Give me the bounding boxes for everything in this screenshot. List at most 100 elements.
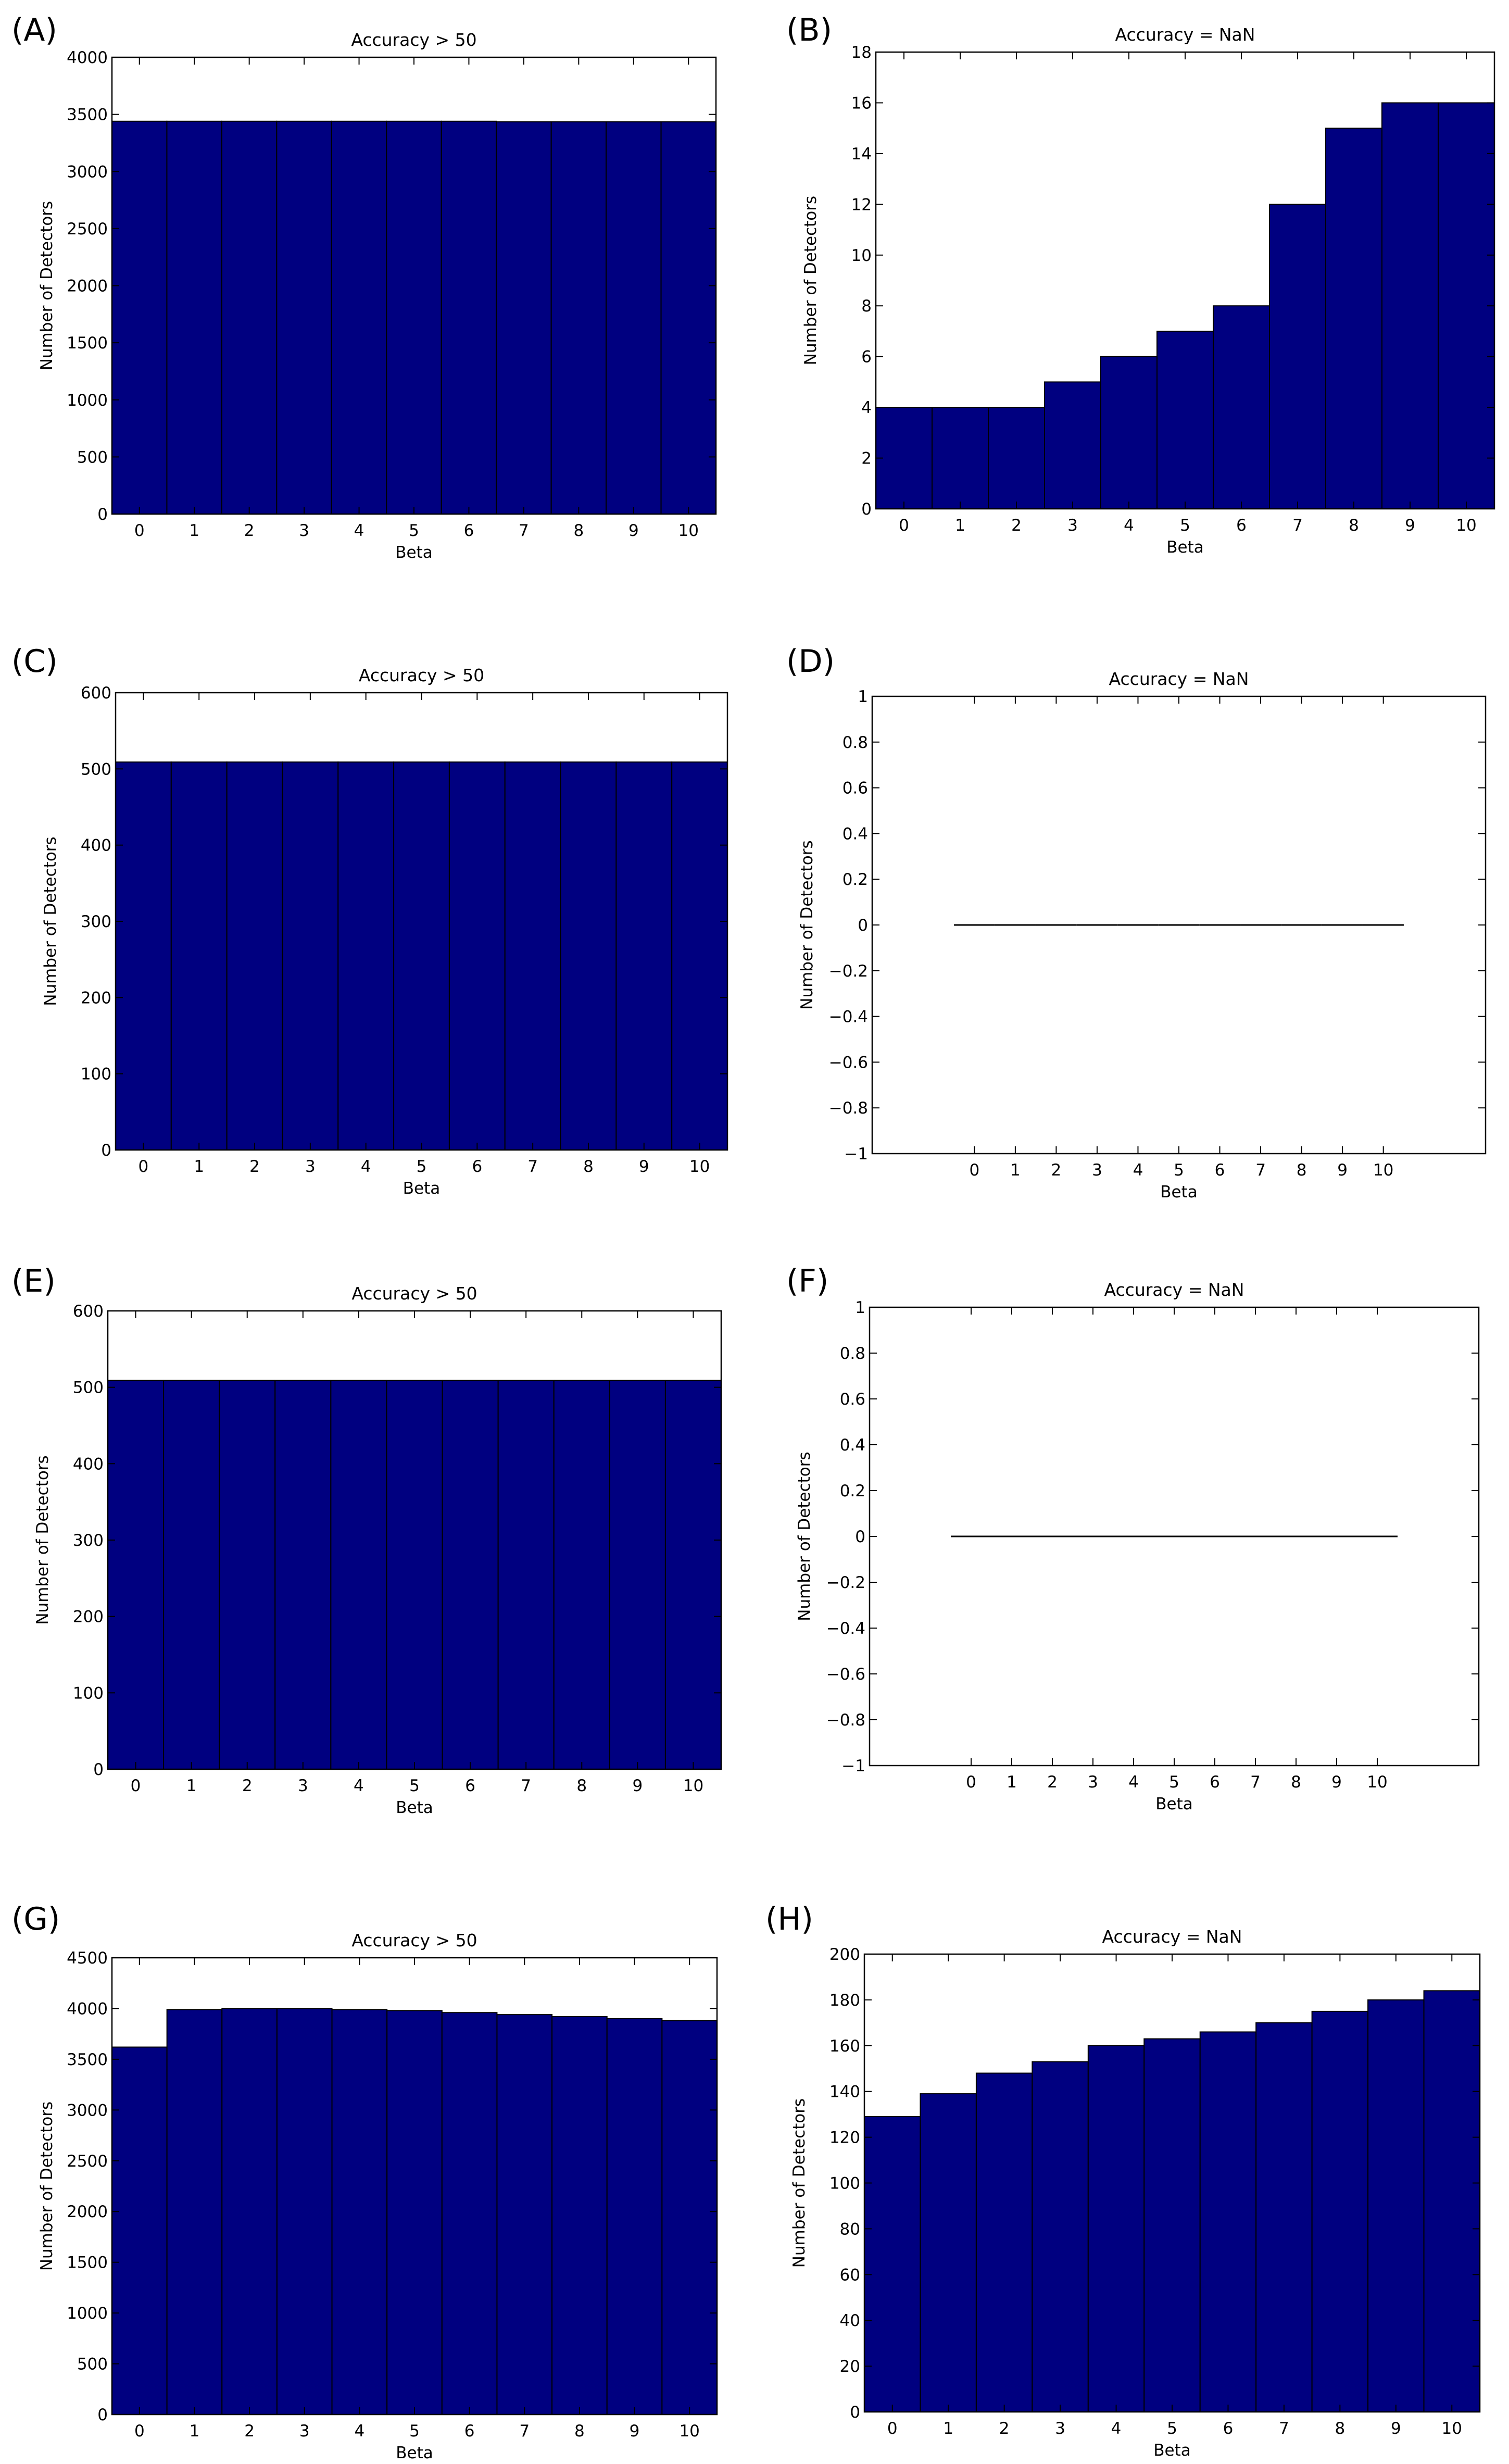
x-tick-label: 10 — [689, 1157, 710, 1176]
x-tick-label: 5 — [409, 1777, 420, 1795]
y-tick-label: 0 — [97, 2406, 108, 2424]
x-tick-label: 10 — [1456, 516, 1476, 535]
x-tick-label: 8 — [1297, 1161, 1307, 1180]
y-tick-label: 3500 — [67, 2050, 108, 2069]
x-tick-label: 2 — [999, 2419, 1010, 2438]
chart-title: Accuracy > 50 — [351, 1283, 477, 1304]
bar — [496, 121, 552, 515]
panel-label: (C) — [11, 643, 58, 680]
bar — [551, 2016, 608, 2416]
x-tick-label: 7 — [527, 1157, 538, 1176]
x-tick-label: 2 — [244, 2422, 255, 2441]
bar — [1423, 1990, 1480, 2413]
x-axis-label: Beta — [1155, 1795, 1193, 1813]
y-tick-label: 0.6 — [842, 779, 868, 798]
y-axis-label: Number of Detectors — [801, 196, 820, 365]
bar — [448, 761, 506, 1150]
y-tick-label: −0.4 — [829, 1008, 868, 1027]
x-tick-label: 4 — [1111, 2419, 1122, 2438]
y-tick-label: 6 — [861, 348, 872, 367]
bar — [276, 2008, 333, 2415]
x-tick-label: 5 — [409, 2422, 420, 2441]
y-tick-label: 20 — [840, 2357, 860, 2376]
x-tick-label: 8 — [583, 1157, 594, 1176]
bar — [988, 407, 1045, 509]
x-tick-label: 4 — [361, 1157, 371, 1176]
panel-label: (B) — [786, 12, 832, 48]
bar — [170, 761, 228, 1150]
x-tick-label: 9 — [1337, 1161, 1348, 1180]
x-tick-label: 8 — [573, 521, 584, 540]
y-tick-label: 1 — [858, 687, 868, 706]
chart-title: Accuracy = NaN — [1115, 24, 1255, 45]
y-tick-label: 60 — [840, 2266, 860, 2284]
y-tick-label: 80 — [840, 2220, 860, 2238]
bar — [932, 407, 989, 509]
chart-title: Accuracy > 50 — [351, 1930, 477, 1950]
bar — [115, 761, 172, 1150]
bar — [331, 2009, 388, 2415]
chart-panel-e: 0 100 200 300 400 500 600 0 1 2 3 4 5 6 7 8 9 10 Accuracy … — [11, 1263, 722, 1817]
y-tick-label: 16 — [851, 94, 872, 112]
chart-panel-f: −1−0.8−0.6−0.4−0.200.20.40.60.810 1 2 3 4 5 6 7… — [786, 1263, 1480, 1813]
y-tick-label: 1 — [855, 1298, 865, 1317]
bar — [550, 121, 607, 515]
bar — [386, 120, 442, 515]
bar — [166, 2009, 223, 2415]
x-tick-label: 9 — [632, 1777, 643, 1795]
y-tick-label: 40 — [840, 2311, 860, 2330]
panel-label: (D) — [786, 643, 835, 680]
x-tick-label: 5 — [1169, 1773, 1179, 1792]
y-tick-label: 3000 — [67, 162, 108, 181]
x-tick-label: 4 — [354, 1777, 364, 1795]
bar — [111, 120, 168, 515]
y-tick-label: 1000 — [67, 2304, 108, 2323]
panel-label: (H) — [765, 1901, 813, 1937]
x-tick-label: 6 — [1236, 516, 1247, 535]
x-tick-label: 6 — [464, 521, 474, 540]
x-tick-label: 6 — [1215, 1161, 1225, 1180]
panel-label: (F) — [786, 1263, 828, 1299]
y-tick-label: 4500 — [67, 1949, 108, 1968]
x-tick-label: 9 — [639, 1157, 649, 1176]
y-tick-label: 4000 — [67, 1999, 108, 2018]
x-tick-label: 3 — [1067, 516, 1078, 535]
y-tick-label: 300 — [73, 1531, 104, 1550]
y-tick-label: −0.8 — [826, 1711, 865, 1730]
y-tick-label: 200 — [73, 1608, 104, 1627]
bar — [606, 2018, 663, 2415]
bar — [1156, 330, 1214, 509]
y-tick-label: −0.6 — [826, 1665, 865, 1684]
y-tick-label: 0.4 — [840, 1436, 865, 1455]
y-tick-label: 600 — [73, 1302, 104, 1321]
x-tick-label: 5 — [1167, 2419, 1177, 2438]
panel-label: (A) — [11, 12, 57, 48]
bar — [1032, 2061, 1089, 2412]
y-tick-label: 160 — [829, 2037, 860, 2056]
bar — [163, 1380, 220, 1770]
y-tick-label: −1 — [841, 1757, 865, 1775]
x-tick-label: 1 — [194, 1157, 204, 1176]
bar — [1367, 1999, 1425, 2412]
y-tick-label: 400 — [81, 836, 111, 855]
bar — [1381, 102, 1439, 509]
bar — [219, 1380, 276, 1770]
chart-title: Accuracy > 50 — [351, 30, 476, 50]
y-tick-label: 0.6 — [840, 1390, 865, 1409]
x-tick-label: 5 — [1174, 1161, 1184, 1180]
x-axis-label: Beta — [1153, 2441, 1191, 2460]
x-tick-label: 2 — [249, 1157, 260, 1176]
x-tick-label: 2 — [1011, 516, 1022, 535]
chart-title: Accuracy = NaN — [1102, 1927, 1242, 1947]
bar — [671, 761, 728, 1150]
y-tick-label: 4 — [861, 398, 872, 417]
x-tick-label: 7 — [519, 521, 529, 540]
x-tick-label: 1 — [186, 1777, 197, 1795]
panel-label: (G) — [11, 1901, 60, 1937]
y-axis-label: Number of Detectors — [37, 201, 56, 370]
y-tick-label: 200 — [829, 1945, 860, 1964]
bar — [606, 121, 662, 515]
x-tick-label: 0 — [131, 1777, 141, 1795]
x-tick-label: 3 — [298, 1777, 308, 1795]
y-tick-label: 0.2 — [840, 1482, 865, 1500]
